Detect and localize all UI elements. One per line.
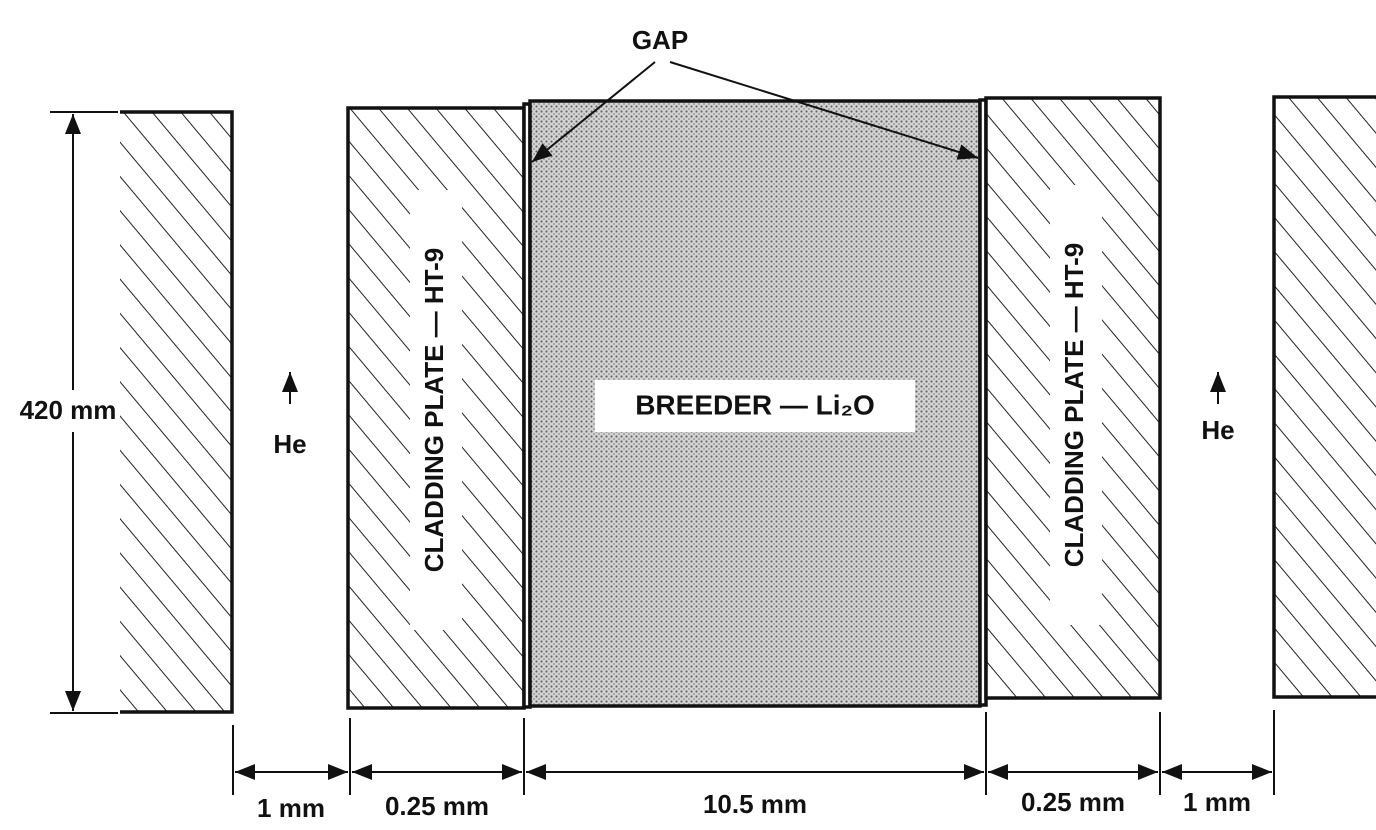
cladding-label: CLADDING PLATE — HT-9 (1059, 243, 1089, 568)
plate-left-border (120, 110, 234, 714)
plate-right (1274, 97, 1376, 697)
bottom-dimensions: 1 mm 0.25 mm 10.5 mm 0.25 mm 1 mm (232, 710, 1275, 823)
dimension-label: 0.25 mm (385, 791, 489, 821)
dimension-label: 0.25 mm (1021, 787, 1125, 817)
dimension-label: 10.5 mm (703, 789, 807, 819)
dimension-label: 1 mm (1183, 787, 1251, 817)
flow-label: He (1201, 415, 1234, 445)
breeder-label-box (595, 380, 915, 432)
dimension-label: 1 mm (257, 793, 325, 823)
flow-label: He (273, 429, 306, 459)
plate-left (120, 112, 232, 712)
height-label: 420 mm (20, 395, 117, 425)
breeder-label: BREEDER — Li₂O (635, 389, 875, 420)
gap-label: GAP (632, 25, 688, 55)
cladding-label-box (410, 190, 462, 630)
cladding-label-box (1050, 185, 1102, 625)
gap-leader (669, 61, 979, 160)
plate-right-border (1272, 95, 1376, 699)
cladding-label: CLADDING PLATE — HT-9 (419, 248, 449, 573)
gap-leader (531, 61, 656, 163)
